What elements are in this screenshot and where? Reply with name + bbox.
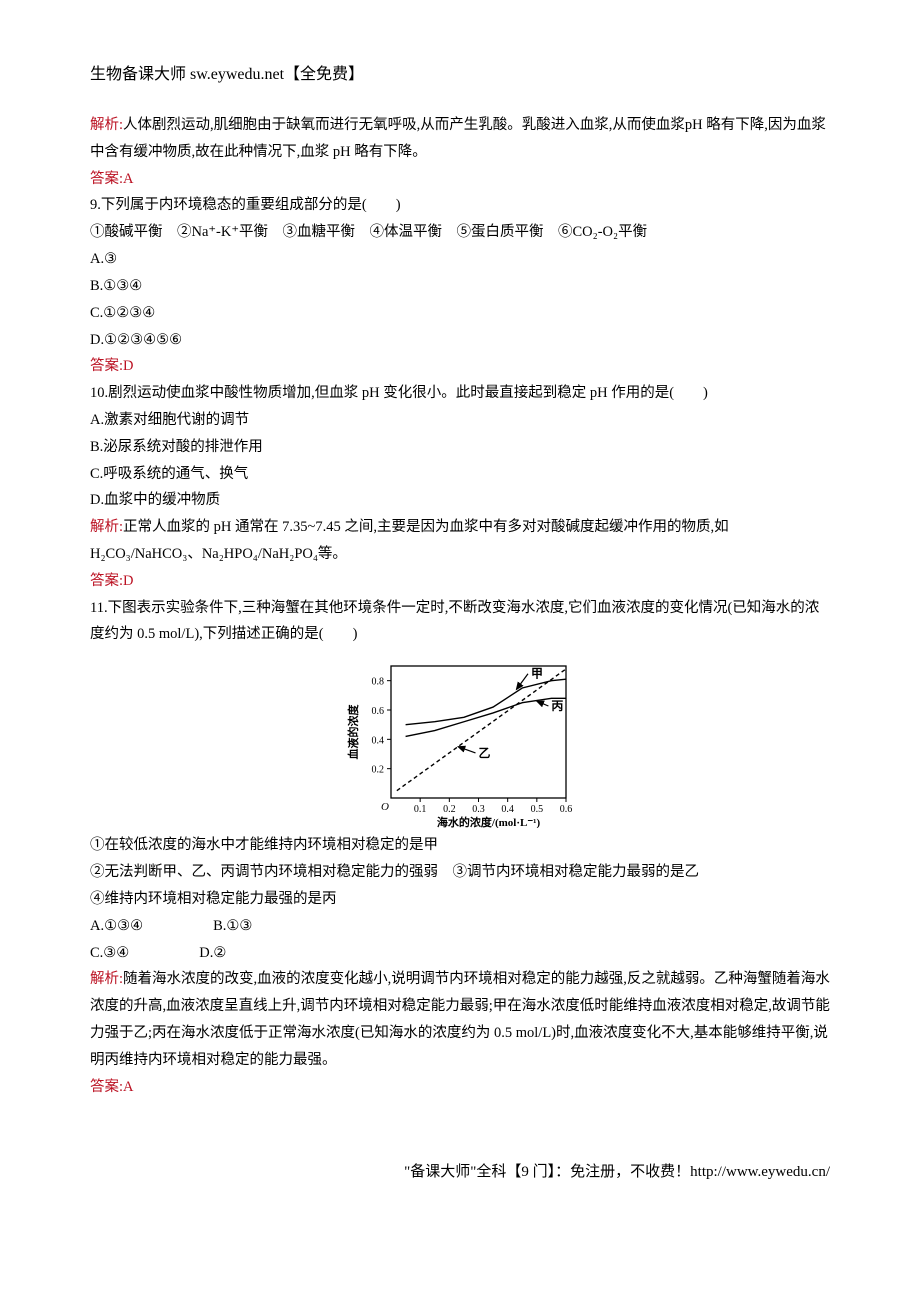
svg-text:乙: 乙 bbox=[478, 746, 490, 760]
q10-optA: A.激素对细胞代谢的调节 bbox=[90, 407, 830, 434]
q9-answer-value: D bbox=[123, 358, 133, 374]
answer-label: 答案: bbox=[90, 358, 123, 374]
svg-text:海水的浓度/(mol·L⁻¹): 海水的浓度/(mol·L⁻¹) bbox=[436, 815, 540, 828]
q11-answer-value: A bbox=[123, 1079, 133, 1095]
svg-text:0.8: 0.8 bbox=[371, 677, 384, 688]
q11-answer: 答案:A bbox=[90, 1074, 830, 1101]
svg-text:0.2: 0.2 bbox=[443, 804, 456, 815]
answer-label: 答案: bbox=[90, 573, 123, 589]
q10-answer-value: D bbox=[123, 573, 133, 589]
q11-analysis-text: 随着海水浓度的改变,血液的浓度变化越小,说明调节内环境相对稳定的能力越强,反之就… bbox=[90, 971, 830, 1067]
q9-answer: 答案:D bbox=[90, 353, 830, 380]
q9-items: ①酸碱平衡 ②Na⁺-K⁺平衡 ③血糖平衡 ④体温平衡 ⑤蛋白质平衡 ⑥CO₂-… bbox=[90, 219, 830, 246]
q9-optA: A.③ bbox=[90, 246, 830, 273]
q8-answer: 答案:A bbox=[90, 166, 830, 193]
q11-optD: D.② bbox=[199, 940, 226, 967]
svg-text:0.6: 0.6 bbox=[559, 804, 572, 815]
q11-stmt3: ④维持内环境相对稳定能力最强的是丙 bbox=[90, 886, 830, 913]
svg-text:0.6: 0.6 bbox=[371, 706, 384, 717]
q9-optC: C.①②③④ bbox=[90, 300, 830, 327]
q9-optB: B.①③④ bbox=[90, 273, 830, 300]
q11-optA: A.①③④ bbox=[90, 913, 143, 940]
analysis-label: 解析: bbox=[90, 519, 123, 535]
q11-opts-row1: A.①③④ B.①③ bbox=[90, 913, 830, 940]
q11-chart: O 0.1 0.2 0.3 0.4 0.5 0.6 0.2 0.4 0.6 0.8 海水的浓度/(mo… bbox=[343, 658, 578, 828]
page-body: 生物备课大师 sw.eywedu.net【全免费】 解析:人体剧烈运动,肌细胞由… bbox=[0, 0, 920, 1140]
q11-stmt1: ①在较低浓度的海水中才能维持内环境相对稳定的是甲 bbox=[90, 832, 830, 859]
q9-stem: 9.下列属于内环境稳态的重要组成部分的是( ) bbox=[90, 192, 830, 219]
svg-text:0.3: 0.3 bbox=[472, 804, 485, 815]
q8-analysis-text: 人体剧烈运动,肌细胞由于缺氧而进行无氧呼吸,从而产生乳酸。乳酸进入血浆,从而使血… bbox=[90, 117, 826, 160]
svg-text:0.1: 0.1 bbox=[413, 804, 426, 815]
analysis-label: 解析: bbox=[90, 117, 123, 133]
svg-text:0.4: 0.4 bbox=[501, 804, 514, 815]
q11-optB: B.①③ bbox=[213, 913, 252, 940]
q10-optC: C.呼吸系统的通气、换气 bbox=[90, 461, 830, 488]
svg-text:O: O bbox=[381, 801, 389, 813]
analysis-label: 解析: bbox=[90, 971, 123, 987]
q8-answer-value: A bbox=[123, 171, 133, 187]
q10-analysis: 解析:正常人血浆的 pH 通常在 7.35~7.45 之间,主要是因为血浆中有多… bbox=[90, 514, 830, 568]
q8-analysis: 解析:人体剧烈运动,肌细胞由于缺氧而进行无氧呼吸,从而产生乳酸。乳酸进入血浆,从… bbox=[90, 112, 830, 166]
svg-text:0.4: 0.4 bbox=[371, 736, 384, 747]
q10-optB: B.泌尿系统对酸的排泄作用 bbox=[90, 434, 830, 461]
q11-analysis: 解析:随着海水浓度的改变,血液的浓度变化越小,说明调节内环境相对稳定的能力越强,… bbox=[90, 966, 830, 1073]
q11-optC: C.③④ bbox=[90, 940, 129, 967]
q10-answer: 答案:D bbox=[90, 568, 830, 595]
q11-opts-row2: C.③④ D.② bbox=[90, 940, 830, 967]
svg-text:丙: 丙 bbox=[551, 699, 563, 713]
q10-analysis-text: 正常人血浆的 pH 通常在 7.35~7.45 之间,主要是因为血浆中有多对对酸… bbox=[90, 519, 729, 562]
svg-text:0.5: 0.5 bbox=[530, 804, 543, 815]
svg-text:甲: 甲 bbox=[531, 667, 543, 681]
page-footer: "备课大师"全科【9 门】：免注册，不收费！http://www.eywedu.… bbox=[0, 1140, 920, 1221]
q11-stmt2: ②无法判断甲、乙、丙调节内环境相对稳定能力的强弱 ③调节内环境相对稳定能力最弱的… bbox=[90, 859, 830, 886]
page-header: 生物备课大师 sw.eywedu.net【全免费】 bbox=[90, 60, 830, 84]
q10-optD: D.血浆中的缓冲物质 bbox=[90, 487, 830, 514]
answer-label: 答案: bbox=[90, 1079, 123, 1095]
q9-optD: D.①②③④⑤⑥ bbox=[90, 327, 830, 354]
q10-stem: 10.剧烈运动使血浆中酸性物质增加,但血浆 pH 变化很小。此时最直接起到稳定 … bbox=[90, 380, 830, 407]
answer-label: 答案: bbox=[90, 171, 123, 187]
q11-chart-wrap: O 0.1 0.2 0.3 0.4 0.5 0.6 0.2 0.4 0.6 0.8 海水的浓度/(mo… bbox=[90, 658, 830, 828]
svg-text:0.2: 0.2 bbox=[371, 765, 384, 776]
svg-text:血液的浓度: 血液的浓度 bbox=[346, 704, 360, 760]
q11-stem: 11.下图表示实验条件下,三种海蟹在其他环境条件一定时,不断改变海水浓度,它们血… bbox=[90, 595, 830, 649]
